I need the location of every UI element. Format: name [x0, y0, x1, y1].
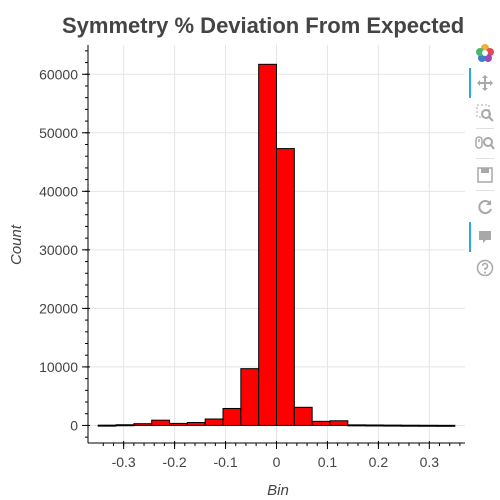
histogram-bar — [222, 407, 242, 426]
hover-icon[interactable] — [474, 226, 496, 248]
histogram-bar — [347, 424, 367, 427]
histogram-bar — [293, 406, 313, 426]
chart-title: Symmetry % Deviation From Expected — [62, 13, 464, 38]
x-tick-label: 0 — [273, 454, 281, 470]
bars — [97, 63, 456, 427]
histogram-bar — [258, 63, 277, 426]
axes: -0.3 -0.2 -0.1 0 0.1 0.2 0.3 0 10000 20000 30000 40… — [39, 45, 465, 470]
x-tick-label: -0.3 — [112, 454, 136, 470]
histogram-bar — [186, 422, 206, 426]
x-tick-label: 0.1 — [318, 454, 338, 470]
help-icon[interactable] — [474, 257, 496, 279]
histogram-bar — [276, 148, 295, 426]
y-tick-label: 60000 — [39, 66, 78, 82]
y-tick-label: 0 — [70, 417, 78, 433]
y-tick-label: 50000 — [39, 125, 78, 141]
plot-toolbar — [468, 40, 500, 290]
y-tick-label: 10000 — [39, 359, 78, 375]
histogram-bar — [133, 423, 153, 426]
histogram-bar — [240, 368, 260, 426]
hover-active-indicator — [469, 222, 471, 252]
histogram-bar — [311, 420, 331, 426]
histogram-bar — [365, 424, 384, 427]
pan-active-indicator — [469, 68, 471, 98]
histogram-bar — [400, 424, 420, 427]
save-icon[interactable] — [474, 164, 496, 186]
histogram-bar — [382, 424, 402, 427]
y-tick-label: 30000 — [39, 242, 78, 258]
y-tick-label: 40000 — [39, 183, 78, 199]
histogram-bar — [115, 424, 135, 427]
wheel-zoom-icon[interactable] — [474, 132, 496, 154]
histogram-bar — [329, 420, 349, 426]
y-axis-label: Count — [8, 224, 25, 265]
bokeh-logo-icon[interactable] — [474, 42, 496, 64]
x-tick-label: -0.1 — [213, 454, 237, 470]
histogram-bar — [151, 419, 171, 426]
histogram-bar — [204, 418, 224, 426]
x-tick-label: 0.2 — [369, 454, 389, 470]
x-tick-label: -0.2 — [163, 454, 187, 470]
histogram-bar — [436, 424, 456, 427]
pan-icon[interactable] — [474, 72, 496, 94]
histogram-bar — [97, 424, 117, 427]
reset-icon[interactable] — [474, 196, 496, 218]
histogram-bar — [169, 422, 188, 426]
x-tick-label: 0.3 — [420, 454, 440, 470]
x-axis-label: Bin — [267, 482, 289, 499]
y-tick-label: 20000 — [39, 300, 78, 316]
histogram-bar — [418, 424, 438, 427]
box-zoom-icon[interactable] — [474, 102, 496, 124]
